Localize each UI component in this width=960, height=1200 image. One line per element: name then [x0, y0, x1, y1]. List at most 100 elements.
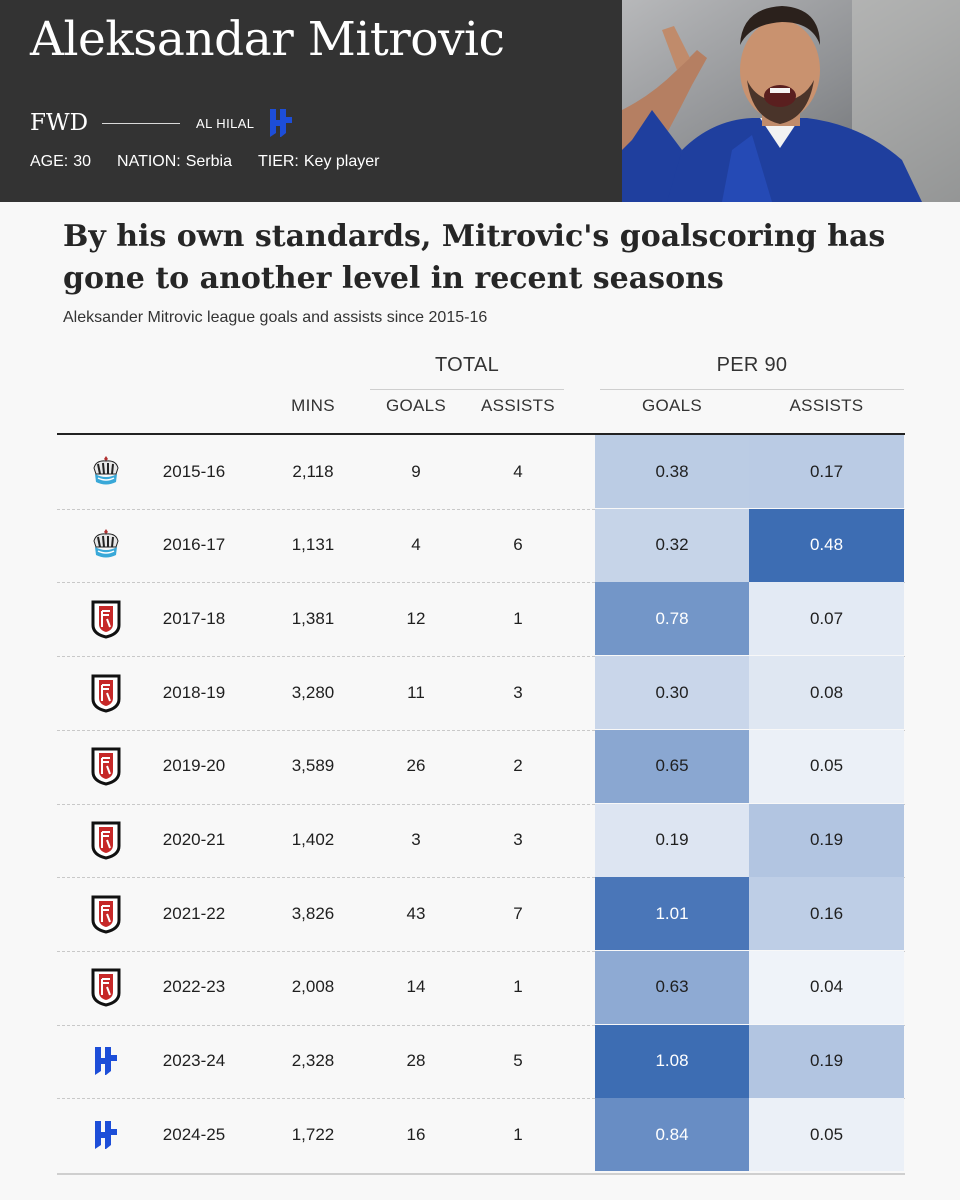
goals-per90-cell: 1.08 [595, 1024, 749, 1098]
goals-per90-cell: 0.30 [595, 656, 749, 730]
table-header-rule [57, 433, 905, 435]
assists-cell: 7 [513, 903, 523, 923]
meta-nation: NATION: Serbia [117, 153, 232, 170]
table-row: 2015-16 2,118 9 4 0.38 0.17 [57, 435, 905, 508]
column-header-mins: MINS [291, 396, 335, 415]
season-cell: 2022-23 [162, 977, 226, 997]
fulham-crest-icon [76, 804, 136, 877]
goals-per90-cell: 0.65 [595, 729, 749, 803]
assists-per90-cell: 0.08 [749, 656, 904, 730]
row-separator [57, 656, 905, 658]
season-cell: 2024-25 [162, 1124, 226, 1144]
goals-per90-cell: 0.32 [595, 508, 749, 582]
alhilal-crest-icon [76, 1025, 136, 1098]
goals-per90-cell: 0.78 [595, 582, 749, 656]
assists-per90-cell: 0.05 [749, 1098, 904, 1172]
assists-cell: 2 [513, 756, 523, 776]
row-separator [57, 729, 905, 731]
assists-per90-cell: 0.04 [749, 950, 904, 1024]
row-separator [57, 803, 905, 805]
fulham-crest-icon [76, 877, 136, 950]
row-separator [57, 508, 905, 510]
table-row: 2024-25 1,722 16 1 0.84 0.05 [57, 1098, 905, 1172]
row-separator [57, 1098, 905, 1100]
chart-title: By his own standards, Mitrovic's goalsco… [63, 219, 886, 296]
assists-per90-cell: 0.19 [749, 803, 904, 877]
goals-per90-cell: 1.01 [595, 877, 749, 951]
mins-cell: 1,381 [291, 608, 335, 628]
assists-per90-cell: 0.07 [749, 582, 904, 656]
row-separator [57, 1024, 905, 1026]
group-rule-per90 [600, 389, 904, 390]
goals-cell: 3 [411, 830, 421, 849]
goals-cell: 4 [411, 535, 421, 555]
goals-per90-cell: 0.38 [595, 435, 749, 508]
mins-cell: 3,826 [291, 903, 335, 923]
season-cell: 2019-20 [162, 756, 226, 776]
mins-cell: 3,280 [291, 682, 335, 702]
season-cell: 2023-24 [162, 1051, 226, 1071]
goals-cell: 11 [407, 682, 425, 702]
column-header-goals-per90: GOALS [641, 396, 703, 415]
assists-cell: 1 [513, 608, 523, 628]
assists-cell: 3 [513, 682, 523, 702]
club-name: AL HILAL [196, 115, 255, 131]
mins-cell: 2,008 [291, 977, 335, 997]
mins-cell: 1,402 [291, 830, 335, 849]
alhilal-crest-icon [76, 1098, 136, 1171]
season-cell: 2016-17 [162, 535, 226, 555]
row-separator [57, 950, 905, 952]
table-row: 2018-19 3,280 11 3 0.30 0.08 [57, 656, 905, 730]
assists-per90-cell: 0.48 [749, 508, 904, 582]
assists-cell: 1 [513, 977, 523, 997]
divider-rule [102, 122, 181, 124]
goals-cell: 16 [406, 1124, 426, 1144]
player-position: FWD [30, 110, 89, 136]
player-photo-illustration [622, 0, 960, 202]
column-header-assists-per90: ASSISTS [789, 396, 864, 415]
goals-per90-cell: 0.63 [595, 950, 749, 1024]
player-meta: AGE: 30 NATION: Serbia TIER: Key player [30, 153, 379, 171]
mins-cell: 1,722 [291, 1124, 335, 1144]
goals-cell: 9 [411, 461, 421, 481]
row-separator [57, 877, 905, 879]
fulham-crest-icon [76, 656, 136, 729]
mins-cell: 2,328 [291, 1051, 335, 1071]
table-row: 2022-23 2,008 14 1 0.63 0.04 [57, 950, 905, 1024]
column-header-assists: ASSISTS [481, 396, 555, 415]
group-header-per90: PER 90 [716, 354, 788, 376]
player-info: Aleksandar Mitrovic FWD AL HILAL AGE: 30 … [0, 0, 622, 202]
mins-cell: 3,589 [291, 756, 335, 776]
goals-per90-cell: 0.84 [595, 1098, 749, 1172]
chart-panel: By his own standards, Mitrovic's goalsco… [0, 202, 960, 1200]
table-row: 2019-20 3,589 26 2 0.65 0.05 [57, 729, 905, 803]
goals-cell: 28 [406, 1051, 426, 1071]
group-header-total: TOTAL [434, 354, 500, 376]
goals-cell: 12 [406, 608, 426, 628]
fulham-crest-icon [76, 730, 136, 803]
newcastle-crest-icon [76, 435, 136, 508]
assists-per90-cell: 0.05 [749, 729, 904, 803]
column-header-goals: GOALS [385, 396, 447, 415]
mins-cell: 2,118 [292, 461, 334, 481]
season-cell: 2017-18 [162, 608, 226, 628]
newcastle-crest-icon [76, 509, 136, 582]
season-cell: 2015-16 [162, 461, 226, 481]
assists-per90-cell: 0.19 [749, 1024, 904, 1098]
season-cell: 2020-21 [162, 830, 226, 849]
table-row: 2023-24 2,328 28 5 1.08 0.19 [57, 1024, 905, 1098]
table-bottom-rule [57, 1173, 905, 1175]
goals-per90-cell: 0.19 [595, 803, 749, 877]
assists-cell: 5 [513, 1051, 523, 1071]
chart-subtitle: Aleksander Mitrovic league goals and ass… [63, 309, 488, 326]
al-hilal-crest-icon [270, 109, 293, 137]
goals-cell: 14 [406, 977, 426, 997]
season-cell: 2018-19 [162, 682, 226, 702]
fulham-crest-icon [76, 582, 136, 655]
table-row: 2016-17 1,131 4 6 0.32 0.48 [57, 508, 905, 582]
assists-per90-cell: 0.16 [749, 877, 904, 951]
player-photo [622, 0, 960, 202]
meta-tier: TIER: Key player [257, 153, 380, 170]
goals-cell: 43 [406, 903, 426, 923]
mins-cell: 1,131 [291, 535, 335, 555]
